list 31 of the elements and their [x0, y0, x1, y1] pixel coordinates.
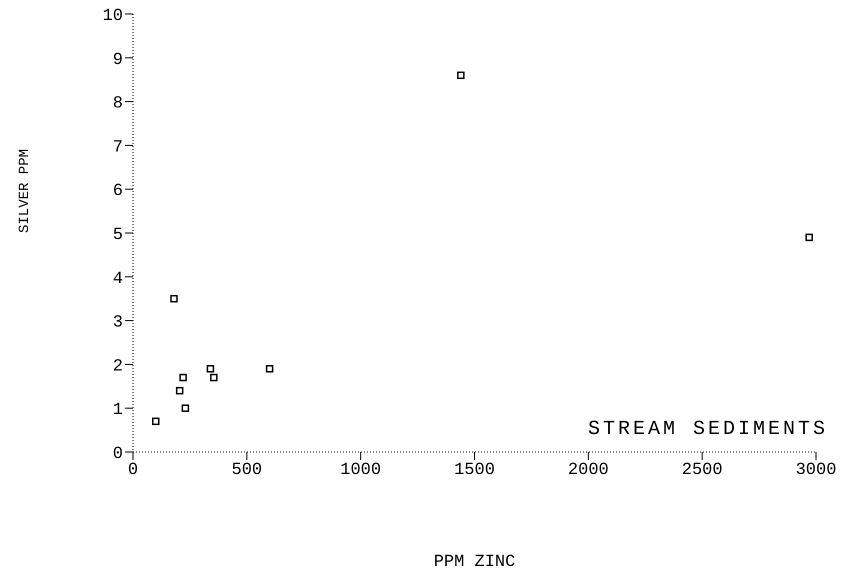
- point: [210, 374, 218, 382]
- y-tick-label: 10: [102, 7, 123, 26]
- point: [152, 418, 160, 426]
- y-axis-title: SILVER PPM: [16, 148, 33, 233]
- x-tick-label: 2000: [568, 461, 609, 480]
- point: [182, 404, 190, 412]
- y-tick-label: 4: [112, 270, 123, 289]
- y-tick-label: 1: [112, 401, 123, 420]
- x-tick-label: 0: [128, 461, 138, 480]
- point: [457, 72, 465, 80]
- y-tick-label: 5: [112, 226, 123, 246]
- point: [170, 294, 178, 302]
- y-tick-label: 2: [112, 357, 123, 376]
- x-tick-label: 500: [232, 461, 262, 480]
- x-tick-label: 2500: [682, 461, 723, 480]
- x-axis-title: PPM ZINC: [434, 553, 516, 572]
- y-tick-label: 8: [112, 94, 123, 114]
- y-tick-label: 6: [112, 182, 123, 202]
- y-tick-label: 3: [112, 314, 123, 333]
- point: [176, 386, 184, 394]
- point: [179, 374, 187, 382]
- point: [805, 234, 813, 242]
- x-tick-label: 3000: [796, 461, 836, 480]
- annotation: STREAM SEDIMENTS: [588, 418, 828, 441]
- y-tick-label: 9: [112, 50, 123, 70]
- point: [206, 365, 214, 373]
- x-tick-label: 1000: [340, 461, 382, 480]
- y-tick-label: 0: [112, 445, 123, 464]
- y-tick-label: 7: [112, 138, 123, 158]
- point: [266, 365, 274, 373]
- x-tick-label: 1500: [454, 461, 495, 480]
